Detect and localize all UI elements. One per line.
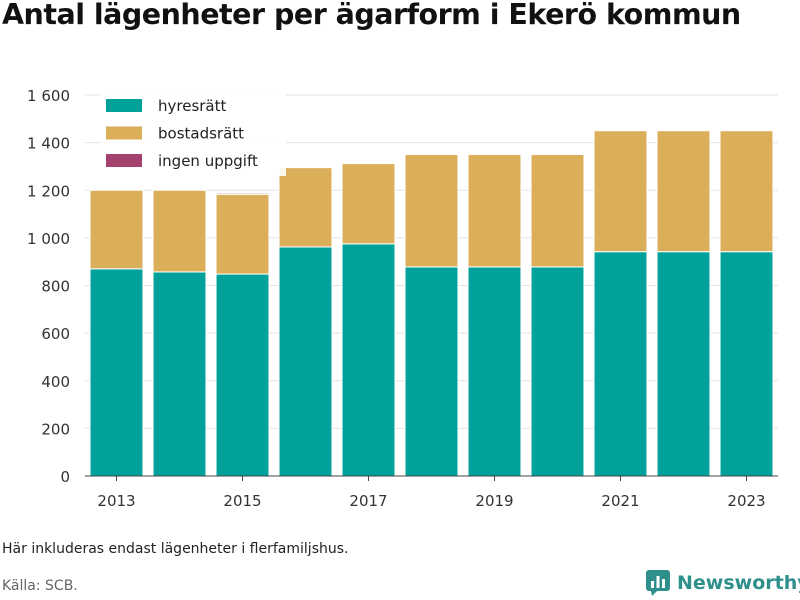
- bar-segment[interactable]: [656, 130, 711, 253]
- newsworthy-logo-icon: [646, 570, 670, 596]
- y-tick-label: 1 400: [27, 135, 70, 153]
- footnote: Här inkluderas endast lägenheter i flerf…: [2, 541, 349, 557]
- bar-segment[interactable]: [215, 193, 270, 275]
- bars: [89, 130, 774, 477]
- x-tick-label: 2019: [475, 492, 513, 510]
- bar-segment[interactable]: [152, 189, 207, 273]
- bar-segment[interactable]: [278, 167, 333, 248]
- bar-segment[interactable]: [89, 268, 144, 477]
- bar-segment[interactable]: [404, 266, 459, 477]
- bar-segment[interactable]: [341, 243, 396, 477]
- bar-segment[interactable]: [719, 251, 774, 477]
- chart-title: Antal lägenheter per ägarform i Ekerö ko…: [2, 0, 741, 31]
- y-tick-label: 200: [41, 420, 70, 438]
- x-tick-label: 2015: [223, 492, 261, 510]
- legend: hyresrätt bostadsrätt ingen uppgift: [100, 88, 286, 176]
- y-tick-label: 800: [41, 278, 70, 296]
- bar-segment[interactable]: [467, 154, 522, 268]
- bar-segment[interactable]: [215, 192, 270, 195]
- source-text: Källa: SCB.: [2, 578, 78, 594]
- y-tick-label: 0: [60, 468, 70, 486]
- bar-segment[interactable]: [530, 266, 585, 477]
- legend-swatch: [106, 154, 142, 167]
- x-axis-tick-labels: 2013 2015 2017 2019 2021 2023: [97, 476, 766, 510]
- bar-segment[interactable]: [404, 154, 459, 268]
- brand-name: Newsworthy: [677, 572, 800, 594]
- y-tick-label: 600: [41, 325, 70, 343]
- legend-label: hyresrätt: [158, 97, 227, 115]
- bar-segment[interactable]: [467, 266, 522, 477]
- legend-label: ingen uppgift: [158, 152, 258, 170]
- bar-segment[interactable]: [278, 246, 333, 477]
- brand-logo[interactable]: Newsworthy: [645, 569, 800, 597]
- bar-segment[interactable]: [719, 130, 774, 253]
- bar-segment[interactable]: [89, 189, 144, 270]
- bar-segment[interactable]: [215, 273, 270, 477]
- y-axis-tick-labels: 0 200 400 600 800 1 000 1 200 1 400 1 600: [27, 87, 70, 486]
- x-tick-label: 2021: [601, 492, 639, 510]
- y-tick-label: 1 200: [27, 182, 70, 200]
- legend-swatch: [106, 126, 142, 140]
- y-tick-label: 1 600: [27, 87, 70, 105]
- legend-swatch: [106, 99, 142, 112]
- bar-segment[interactable]: [656, 251, 711, 477]
- y-tick-label: 1 000: [27, 230, 70, 248]
- bar-segment[interactable]: [593, 130, 648, 253]
- bar-segment[interactable]: [593, 251, 648, 477]
- bar-segment[interactable]: [530, 154, 585, 268]
- x-tick-label: 2013: [97, 492, 135, 510]
- y-tick-label: 400: [41, 373, 70, 391]
- x-tick-label: 2023: [727, 492, 765, 510]
- x-tick-label: 2017: [349, 492, 387, 510]
- legend-label: bostadsrätt: [158, 125, 244, 143]
- bar-segment[interactable]: [341, 163, 396, 245]
- bar-segment[interactable]: [152, 271, 207, 477]
